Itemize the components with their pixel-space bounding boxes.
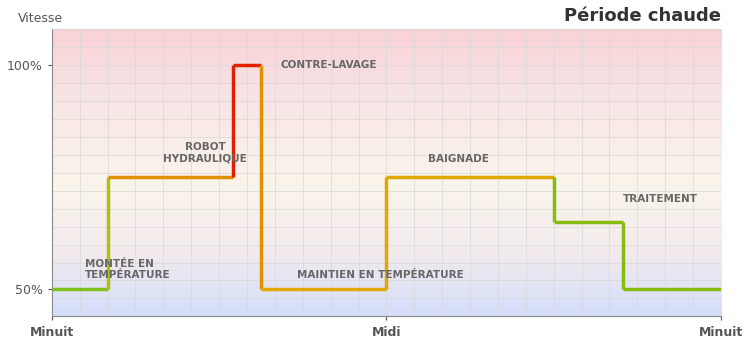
Title: Période chaude: Période chaude xyxy=(564,7,721,25)
Text: BAIGNADE: BAIGNADE xyxy=(428,154,489,164)
Text: Vitesse: Vitesse xyxy=(19,12,64,25)
Text: MONTÉE EN
TEMPÉRATURE: MONTÉE EN TEMPÉRATURE xyxy=(86,259,171,281)
Text: ROBOT
HYDRAULIQUE: ROBOT HYDRAULIQUE xyxy=(164,142,247,164)
Text: CONTRE-LAVAGE: CONTRE-LAVAGE xyxy=(280,60,377,70)
Text: TRAITEMENT: TRAITEMENT xyxy=(623,194,698,204)
Text: MAINTIEN EN TEMPÉRATURE: MAINTIEN EN TEMPÉRATURE xyxy=(297,271,464,281)
